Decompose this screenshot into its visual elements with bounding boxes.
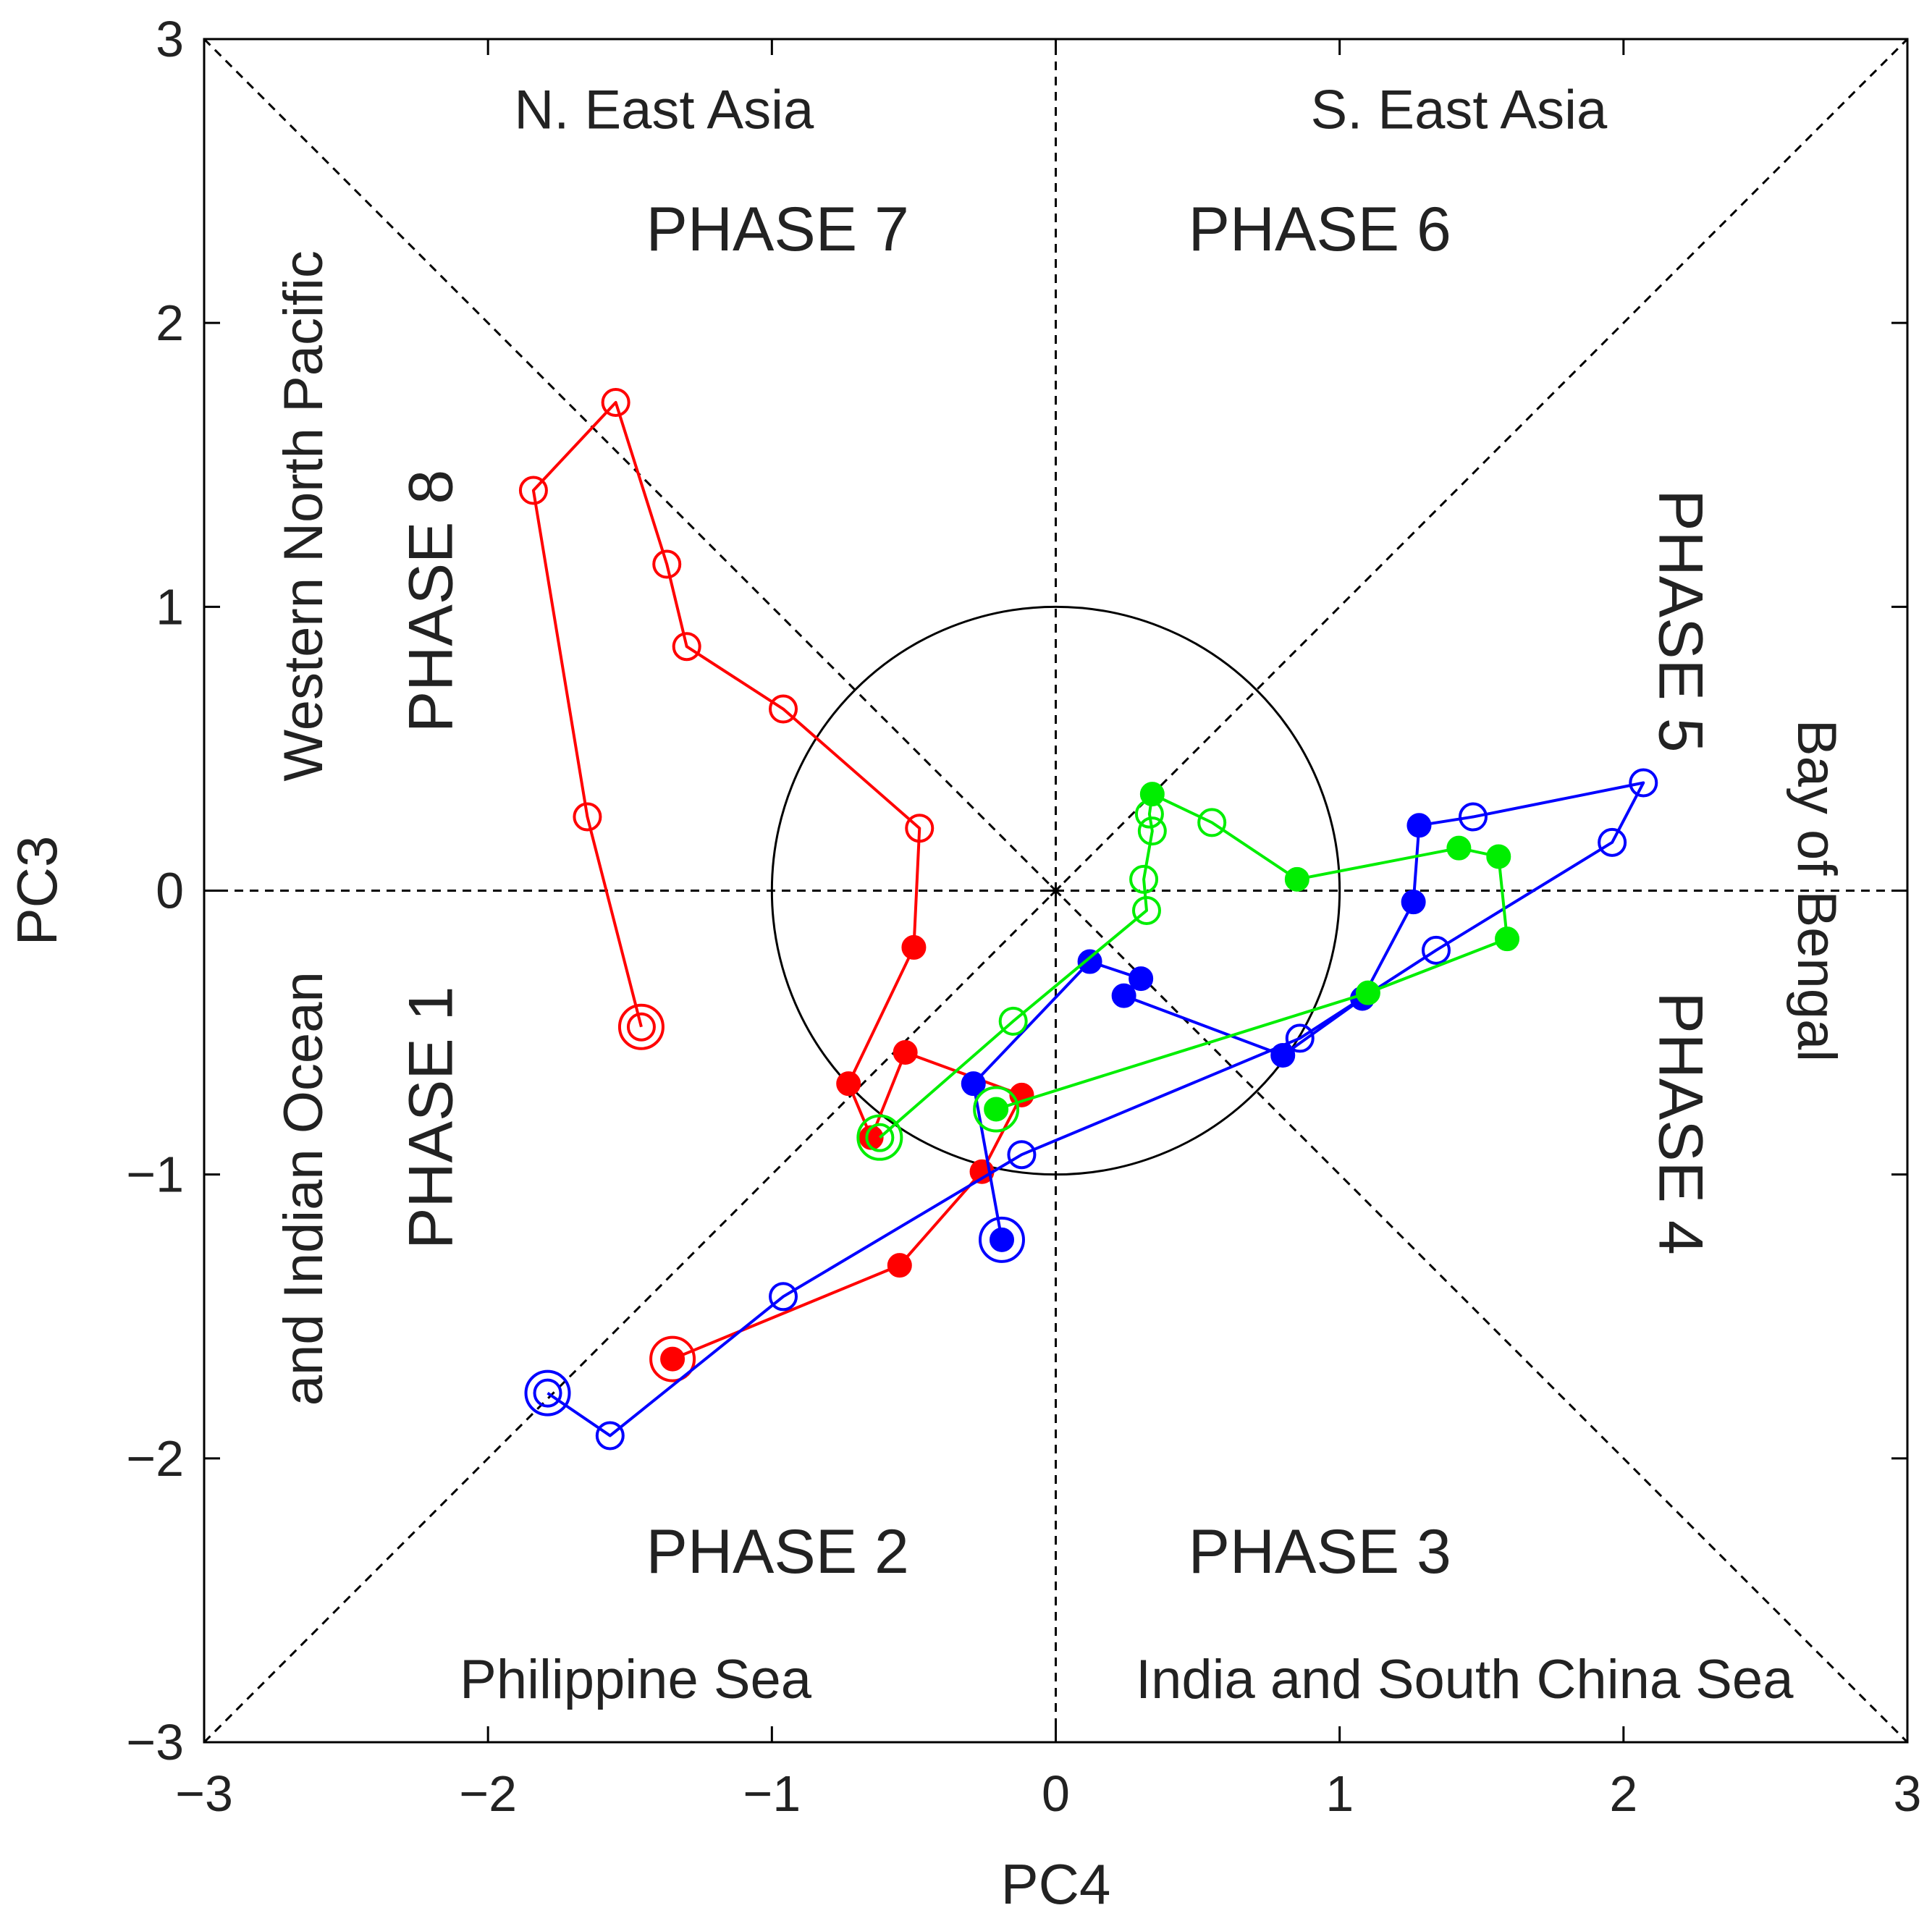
- y-tick-label: 1: [156, 578, 184, 635]
- x-tick-label: 0: [1042, 1765, 1070, 1822]
- series-green-end-ring: [856, 1114, 903, 1161]
- region-label-3: India and South China Sea: [1136, 1649, 1794, 1710]
- y-tick-label: −3: [126, 1714, 184, 1770]
- series-red-line: [531, 400, 1024, 1361]
- phase-2-label: PHASE 2: [646, 1517, 909, 1587]
- phase-4-label: PHASE 4: [1645, 992, 1715, 1254]
- series-green-line: [879, 793, 1509, 1139]
- series-blue-point-5-filled: [1270, 1042, 1296, 1068]
- series-red-point-0-filled: [660, 1346, 686, 1372]
- x-tick-label: 1: [1325, 1765, 1354, 1822]
- series-blue-point-0-filled: [989, 1227, 1014, 1252]
- series-red-point-10-open: [672, 632, 701, 662]
- series-blue-line: [547, 781, 1645, 1437]
- origin-asterisk-marker: [1048, 883, 1063, 898]
- region-label-4: Western North Pacific: [273, 250, 334, 782]
- series-green-point-0-filled: [984, 1097, 1009, 1122]
- x-tick-label: 2: [1609, 1765, 1637, 1822]
- phase-1-label: PHASE 1: [397, 987, 466, 1249]
- x-tick-label: −1: [743, 1765, 801, 1822]
- series-blue-point-2-filled: [1077, 949, 1102, 974]
- series-blue-end-ring: [524, 1369, 571, 1417]
- phase-guides: [203, 38, 1909, 1744]
- axes-frame-layer: [203, 38, 1909, 1744]
- series-blue-point-14-open: [1007, 1140, 1037, 1170]
- y-tick-label: −2: [126, 1430, 184, 1487]
- series-layer: [518, 387, 1658, 1451]
- series-green-point-9-open: [1137, 816, 1167, 846]
- series-green-point-1-filled: [1355, 980, 1380, 1005]
- region-label-2: Philippine Sea: [460, 1649, 812, 1710]
- series-blue-point-16-open: [595, 1421, 625, 1451]
- series-blue-point-7-filled: [1401, 890, 1426, 915]
- series-red-point-13-open: [518, 476, 548, 505]
- series-red: [518, 387, 1034, 1382]
- series-red-point-1-filled: [887, 1253, 912, 1278]
- unit-circle-layer: [770, 605, 1341, 1176]
- series-green-point-10-open: [1129, 864, 1159, 894]
- phase-5-label: PHASE 5: [1645, 489, 1715, 752]
- series-green-point-8-open: [1134, 799, 1164, 829]
- series-blue-point-10-open: [1629, 768, 1658, 798]
- series-green-point-6-open: [1197, 808, 1227, 837]
- series-red-point-12-open: [601, 387, 630, 417]
- series-red-point-8-open: [905, 814, 935, 843]
- x-tick-label: 3: [1894, 1765, 1922, 1822]
- region-label-0: N. East Asia: [514, 80, 814, 141]
- series-red-point-6-filled: [836, 1071, 861, 1097]
- region-label-6: Bay of Bengal: [1786, 719, 1847, 1062]
- y-axis-label: PC3: [5, 836, 69, 946]
- series-green-start-ring: [973, 1086, 1020, 1133]
- y-tick-label: 0: [156, 863, 184, 919]
- series-green-point-5-filled: [1284, 866, 1309, 892]
- series-green-point-3-filled: [1486, 844, 1511, 869]
- series-blue-point-4-filled: [1111, 983, 1136, 1008]
- series-blue-point-9-open: [1458, 802, 1488, 832]
- series-green-point-2-filled: [1495, 926, 1520, 952]
- series-red-start-ring: [649, 1335, 696, 1382]
- series-blue-point-1-filled: [961, 1071, 986, 1097]
- series-blue-point-13-open: [1285, 1023, 1315, 1053]
- series-blue-point-8-filled: [1406, 813, 1432, 838]
- series-blue-start-ring: [978, 1216, 1025, 1263]
- series-red-point-9-open: [769, 694, 798, 724]
- text-label-layer: −3 −2 −1 0 1 2 3 −3 −2 −1 0 1 2 3 PC4 PC3 PHASE 1 PHASE 2…: [5, 11, 1921, 1916]
- region-label-1: S. East Asia: [1310, 80, 1607, 141]
- series-blue-point-11-open: [1598, 827, 1627, 857]
- series-blue-point-12-open: [1422, 935, 1451, 965]
- phase-6-label: PHASE 6: [1189, 195, 1451, 264]
- series-green-point-12-open: [998, 1006, 1028, 1036]
- series-red-point-11-open: [652, 549, 682, 579]
- y-tick-label: 3: [156, 11, 184, 67]
- y-tick-label: −1: [126, 1147, 184, 1203]
- series-green-point-13-open: [865, 1123, 895, 1152]
- phase-8-label: PHASE 8: [397, 470, 466, 732]
- series-red-point-14-open: [573, 802, 602, 832]
- x-axis-label: PC4: [1001, 1852, 1111, 1916]
- series-blue: [524, 768, 1658, 1451]
- series-red-point-7-filled: [901, 934, 927, 960]
- series-green-point-11-open: [1131, 895, 1161, 925]
- x-tick-label: −3: [175, 1765, 233, 1822]
- series-green-point-4-filled: [1446, 835, 1472, 861]
- series-red-point-4-filled: [893, 1040, 918, 1065]
- series-blue-point-15-open: [769, 1282, 798, 1312]
- x-tick-label: −2: [459, 1765, 517, 1822]
- phase-7-label: PHASE 7: [646, 195, 909, 264]
- series-blue-point-3-filled: [1129, 966, 1154, 992]
- series-red-point-15-open: [626, 1012, 656, 1042]
- unit-amplitude-circle: [770, 605, 1341, 1176]
- series-red-end-ring: [617, 1003, 665, 1050]
- series-blue-point-17-open: [533, 1378, 562, 1408]
- region-label-5: and Indian Ocean: [273, 971, 334, 1406]
- series-green: [856, 782, 1520, 1161]
- y-tick-label: 2: [156, 295, 184, 351]
- phase-3-label: PHASE 3: [1189, 1517, 1451, 1587]
